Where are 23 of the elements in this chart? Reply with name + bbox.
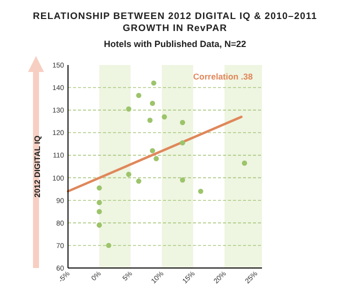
point: [136, 178, 142, 184]
point: [136, 92, 142, 98]
point: [180, 177, 186, 183]
point: [147, 118, 153, 123]
chart-title: RELATIONSHIP BETWEEN 2012 DIGITAL IQ & 2010–2011 GROWTH IN RevPAR: [32, 11, 318, 34]
point: [150, 100, 156, 106]
point: [126, 106, 132, 112]
chart-subtitle: Hotels with Published Data, N=22: [104, 39, 246, 49]
point: [96, 222, 102, 228]
point: [96, 209, 102, 214]
point: [180, 120, 186, 126]
point: [162, 114, 167, 120]
point: [96, 185, 102, 191]
point: [151, 80, 156, 86]
point: [154, 156, 159, 162]
point: [106, 242, 112, 248]
point: [126, 172, 132, 177]
y-axis-title: 2012 DIGITAL IQ: [33, 136, 42, 198]
point: [180, 140, 186, 146]
point: [150, 148, 156, 154]
annotation: Correlation .38: [193, 72, 253, 82]
point: [242, 160, 248, 166]
point: [198, 188, 204, 194]
